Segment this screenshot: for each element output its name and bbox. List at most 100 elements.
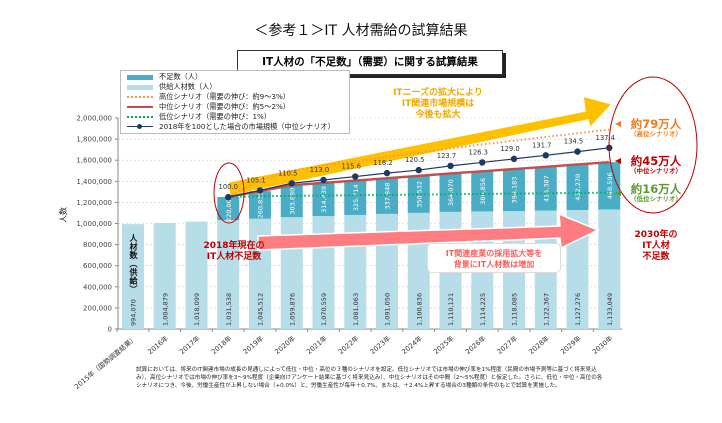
market-index-label: 100.0 xyxy=(219,183,238,191)
x-tick-label: 2026年 xyxy=(463,334,487,357)
legend-swatch xyxy=(127,82,153,92)
supply-bar-label: 1,018,099 xyxy=(193,293,201,326)
market-index-label: 123.7 xyxy=(437,152,456,160)
x-tick-label: 2027年 xyxy=(495,334,519,357)
x-tick-label: 2025年 xyxy=(432,334,456,357)
shortage-bar-label: 448,596 xyxy=(606,172,614,199)
market-index-label: 113.0 xyxy=(310,166,329,174)
high-scenario-callout: 約79万人 （高位シナリオ） xyxy=(626,118,686,138)
x-tick-label: 2030年 xyxy=(590,334,614,357)
supply-bar xyxy=(598,209,621,329)
shortage-bar-label: 314,439 xyxy=(320,186,328,213)
x-tick-label: 2028年 xyxy=(527,334,551,357)
legend-swatch xyxy=(127,72,153,82)
shortage-bar-label: 337,848 xyxy=(384,183,392,210)
series-line xyxy=(227,128,610,198)
market-index-point xyxy=(447,162,454,170)
legend-item-shortage: 不足数（人） xyxy=(127,72,349,82)
x-tick-label: 2019年 xyxy=(241,334,265,357)
shortage-bar xyxy=(471,171,494,212)
note-line: 2018年現在の xyxy=(203,241,265,251)
supply-bar-label: 1,031,538 xyxy=(225,293,233,326)
shortage-2018-note: 2018年現在の IT人材不足数 xyxy=(184,241,284,263)
mid-scenario-callout: 約45万人 （中位シナリオ） xyxy=(626,155,686,175)
shortage-bar xyxy=(280,185,303,218)
shortage-bar xyxy=(566,164,589,211)
y-tick-label: 1,600,000 xyxy=(76,157,112,165)
supply-bar-label: 1,133,049 xyxy=(606,293,614,326)
supply-bar-label: 1,004,879 xyxy=(161,293,169,326)
market-index-point xyxy=(542,152,549,159)
legend-swatch xyxy=(127,112,153,122)
supply-bar-label: 1,081,063 xyxy=(352,293,360,326)
low-scenario-callout: 約16万人 （低位シナリオ） xyxy=(626,183,686,203)
shortage-bar xyxy=(376,178,398,214)
shortage-bar xyxy=(217,196,240,221)
y-tick-label: 1,000,000 xyxy=(76,220,112,228)
market-index-point xyxy=(479,159,486,166)
legend-label: 不足数（人） xyxy=(159,72,203,81)
legend-item-market: 2018年を100とした場合の市場規模（中位シナリオ） xyxy=(127,122,349,132)
market-index-point xyxy=(320,176,327,184)
market-index-label: 110.5 xyxy=(278,169,297,177)
shortage-bar xyxy=(598,162,621,210)
market-index-label: 134.5 xyxy=(564,138,583,146)
shortage-bar-label: 260,835 xyxy=(257,191,265,218)
supply-bar xyxy=(217,220,240,329)
high-pointer-icon xyxy=(615,121,621,127)
shortage-bar-label: 303,680 xyxy=(288,188,296,215)
callout-label: （中位シナリオ） xyxy=(630,167,682,175)
x-tick-label: 2016年 xyxy=(146,334,170,357)
supply-bar-label: 1,127,276 xyxy=(574,293,582,326)
note-line: 背景にIT人材数は増加 xyxy=(453,260,535,269)
y-tick-label: 1,800,000 xyxy=(76,136,112,144)
footnote: 試算においては、将来のIT関連市場の成長の見通しによって低位・中位・高位の３種の… xyxy=(136,367,603,389)
callout-label: （高位シナリオ） xyxy=(630,130,682,138)
shortage-bar xyxy=(534,166,557,211)
x-tick-label: 2017年 xyxy=(178,334,202,357)
legend-label: 高位シナリオ（需要の伸び：約9～3%） xyxy=(159,92,290,101)
note-line: IT関連産業の採用拡大等を xyxy=(445,249,543,258)
market-index-point xyxy=(225,193,232,201)
shortage-2030-note: 2030年の IT人材 不足数 xyxy=(626,230,686,263)
shortage-bar-label: 325,714 xyxy=(352,184,360,211)
market-index-point xyxy=(288,180,295,187)
supply-bar-label: 994,070 xyxy=(130,299,138,326)
x-tick-label: 2029年 xyxy=(559,334,583,357)
market-index-label: 118.2 xyxy=(373,159,392,167)
x-tick-label: 2018年 xyxy=(209,334,233,357)
legend-label: 中位シナリオ（需要の伸び：約5～2%） xyxy=(159,102,290,111)
supply-bar-label: 1,122,367 xyxy=(542,293,550,326)
x-tick-label: 2021年 xyxy=(305,334,329,357)
market-index-point xyxy=(383,169,391,177)
pink-supply-arrow xyxy=(257,212,600,251)
supply-bar xyxy=(153,222,176,329)
shortage-bar-label: 364,070 xyxy=(447,179,455,206)
mid-pointer-icon xyxy=(615,158,621,164)
shortage-bar xyxy=(249,191,271,219)
note-line: 2030年の xyxy=(634,230,678,240)
x-tick-label: 2020年 xyxy=(273,334,297,357)
market-growth-note: ITニーズの拡大により IT関連市場規模は 今後も拡大 xyxy=(378,88,498,121)
market-index-point xyxy=(415,166,422,174)
supply-bar-label: 1,110,121 xyxy=(447,293,455,326)
market-index-point xyxy=(510,155,518,163)
note-line: 今後も拡大 xyxy=(415,110,461,120)
market-index-point xyxy=(256,187,264,194)
supply-growth-note: IT関連産業の採用拡大等を 背景にIT人材数は増加 xyxy=(427,243,561,273)
market-index-label: 115.6 xyxy=(342,163,361,171)
shortage-bar-label: 380,856 xyxy=(479,178,487,205)
shortage-bar xyxy=(344,180,367,215)
legend: 不足数（人） 供給人材数（人） 高位シナリオ（需要の伸び：約9～3%） 中位シナ… xyxy=(120,70,350,134)
legend-swatch xyxy=(127,92,153,102)
y-tick-label: 200,000 xyxy=(83,304,112,312)
legend-item-mid: 中位シナリオ（需要の伸び：約5～2%） xyxy=(127,102,349,112)
supply-bar xyxy=(122,224,144,329)
highlight-2018-ellipse xyxy=(213,162,245,224)
market-index-label: 126.3 xyxy=(469,148,488,156)
legend-item-low: 低位シナリオ（需要の伸び：1%） xyxy=(127,112,349,122)
x-tick-label: 2024年 xyxy=(400,334,424,357)
supply-bar-label: 1,070,559 xyxy=(320,293,328,326)
y-axis-label: 人数 xyxy=(58,207,68,223)
